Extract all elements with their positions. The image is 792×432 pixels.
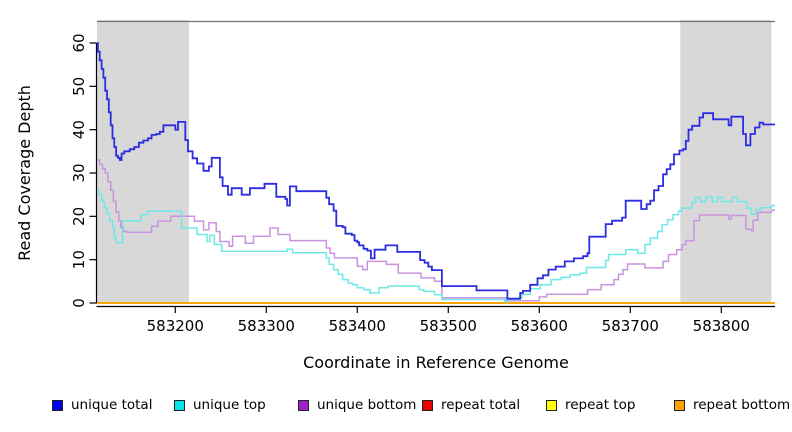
x-tick-label: 583800: [693, 317, 750, 335]
series-line-unique-bottom: [97, 159, 775, 302]
legend-label: unique total: [71, 397, 153, 413]
repeat-bottom-swatch-icon: [674, 399, 685, 411]
legend-item-unique-bottom: unique bottom: [298, 398, 416, 412]
legend-label: unique top: [193, 397, 266, 413]
repeat-top-swatch-icon: [546, 399, 557, 411]
shaded-region-band: [97, 20, 189, 304]
chart-canvas: 0 10 20 30 40 50 60 583200 583300 583400 583500 583…: [15, 20, 775, 372]
series-line-unique-total: [97, 42, 775, 300]
x-axis-title: Coordinate in Reference Genome: [303, 353, 569, 372]
legend-item-unique-top: unique top: [174, 398, 266, 412]
y-tick-label: 0: [70, 298, 88, 308]
y-axis-title: Read Coverage Depth: [15, 85, 34, 261]
unique-bottom-swatch-icon: [298, 399, 309, 411]
unique-top-swatch-icon: [174, 399, 185, 411]
x-tick-label: 583300: [238, 317, 295, 335]
x-tick-label: 583600: [511, 317, 568, 335]
x-tick-label: 583700: [602, 317, 659, 335]
legend-label: unique bottom: [317, 397, 417, 413]
series-line-unique-top: [97, 188, 775, 303]
legend-item-repeat-bottom: repeat bottom: [674, 398, 790, 412]
legend-label: repeat total: [441, 397, 521, 413]
legend-item-repeat-total: repeat total: [422, 398, 520, 412]
legend-label: repeat top: [565, 397, 636, 413]
y-tick-label: 10: [70, 250, 88, 269]
x-tick-label: 583500: [420, 317, 477, 335]
y-tick-label: 50: [70, 77, 88, 96]
y-tick-label: 40: [70, 120, 88, 139]
repeat-total-swatch-icon: [422, 399, 433, 411]
shaded-region-band: [680, 20, 772, 304]
x-tick-label: 583400: [329, 317, 386, 335]
y-tick-label: 20: [70, 207, 88, 226]
legend-item-repeat-top: repeat top: [546, 398, 635, 412]
x-tick-label: 583200: [147, 317, 204, 335]
legend-item-unique-total: unique total: [52, 398, 152, 412]
legend: unique total unique top unique bottom re…: [0, 398, 792, 420]
unique-total-swatch-icon: [52, 399, 63, 411]
legend-label: repeat bottom: [693, 397, 791, 413]
y-tick-label: 30: [70, 163, 88, 182]
y-tick-label: 60: [70, 33, 88, 52]
